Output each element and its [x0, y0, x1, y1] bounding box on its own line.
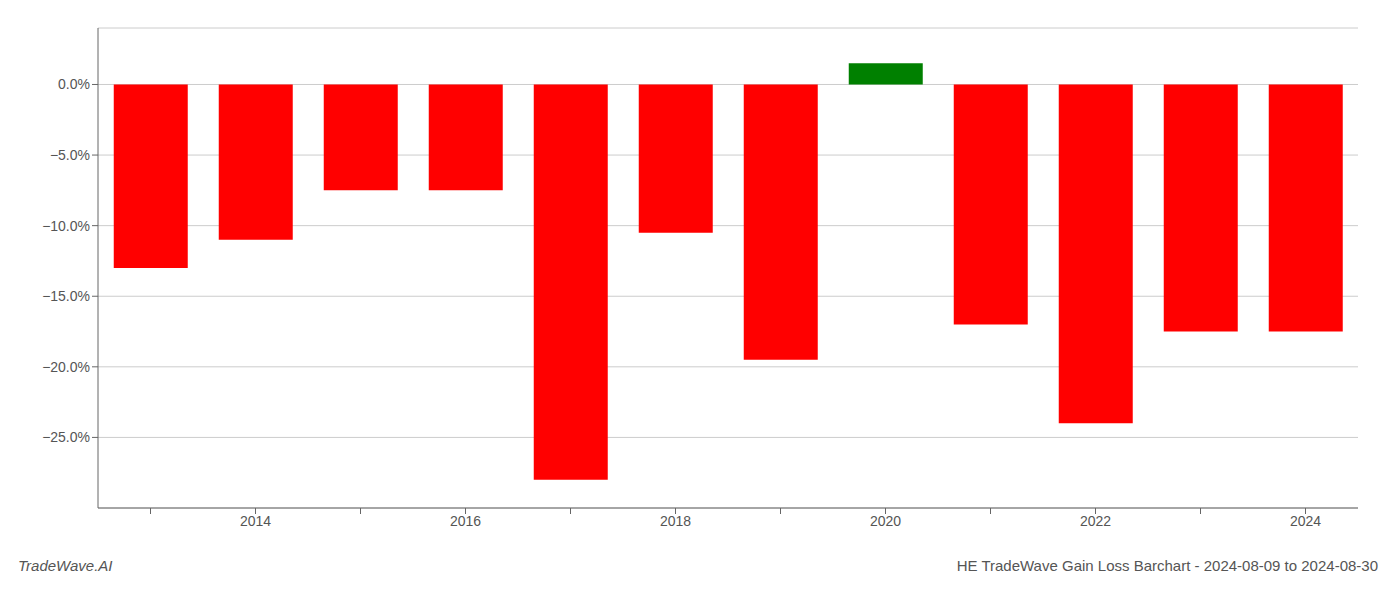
- svg-text:−15.0%: −15.0%: [42, 288, 90, 304]
- svg-text:0.0%: 0.0%: [58, 76, 90, 92]
- svg-text:2016: 2016: [450, 513, 481, 529]
- svg-text:−20.0%: −20.0%: [42, 359, 90, 375]
- svg-text:−5.0%: −5.0%: [50, 147, 90, 163]
- svg-text:−10.0%: −10.0%: [42, 218, 90, 234]
- html-text:TradeWave.AI: TradeWave.AI: [18, 557, 113, 574]
- svg-text:2020: 2020: [870, 513, 901, 529]
- svg-text:2018: 2018: [660, 513, 691, 529]
- svg-text:2014: 2014: [240, 513, 271, 529]
- svg-text:2022: 2022: [1080, 513, 1111, 529]
- svg-text:2024: 2024: [1290, 513, 1321, 529]
- html-text:HE TradeWave Gain Loss Barchar: HE TradeWave Gain Loss Barchart - 2024-0…: [956, 557, 1378, 574]
- svg-text:−25.0%: −25.0%: [42, 429, 90, 445]
